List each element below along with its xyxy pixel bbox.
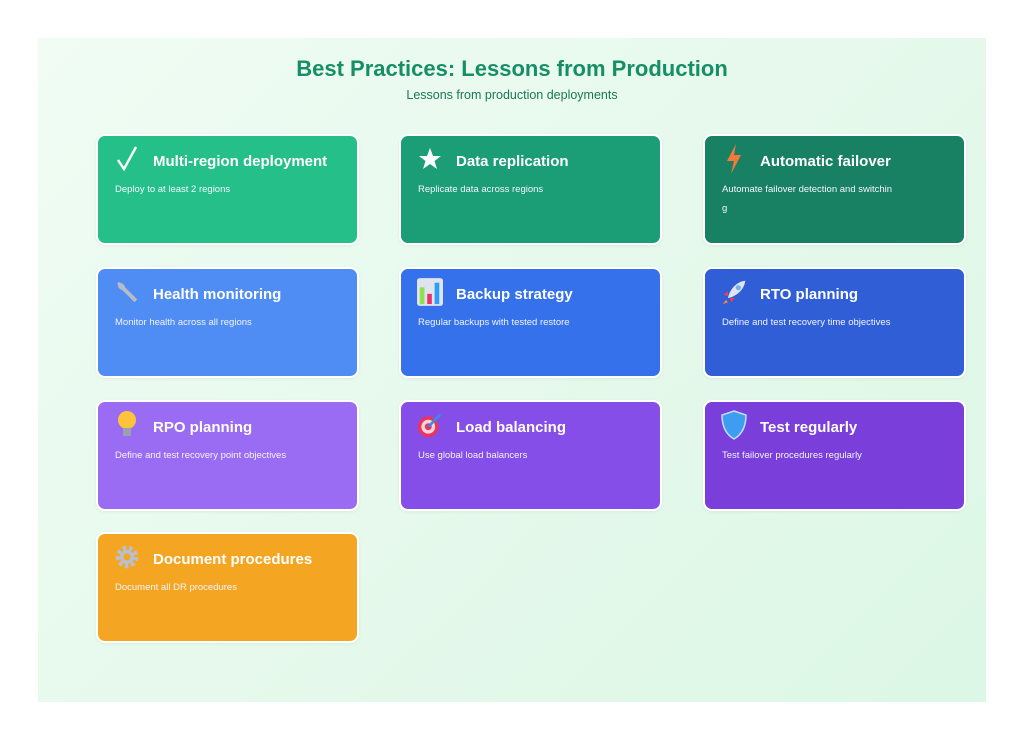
- lightbulb-icon: [114, 410, 140, 440]
- card-description: Replicate data across regions: [418, 184, 544, 195]
- card-description: Define and test recovery point objective…: [115, 450, 287, 461]
- card-description: Monitor health across all regions: [115, 317, 252, 328]
- practice-card: Document procedures Document all DR proce…: [96, 532, 359, 643]
- card-description: Use global load balancers: [418, 450, 528, 461]
- card-title: RTO planning: [760, 286, 859, 303]
- card-title: Health monitoring: [153, 286, 282, 303]
- card-title: Multi-region deployment: [153, 153, 328, 170]
- page-title: Best Practices: Lessons from Production: [296, 56, 728, 81]
- card-title: Document procedures: [153, 551, 313, 568]
- card-description: Deploy to at least 2 regions: [115, 184, 231, 195]
- practice-card: Automatic failover Automate failover dete…: [703, 134, 966, 245]
- card-description: Regular backups with tested restore: [418, 317, 570, 328]
- practice-card: RPO planning Define and test recovery poi…: [96, 400, 359, 511]
- best-practices-panel: Best Practices: Lessons from Production …: [38, 38, 986, 702]
- practice-card: Backup strategy Regular backups with test…: [399, 267, 662, 378]
- card-description: Automate failover detection and switchin…: [722, 184, 893, 214]
- card-title: Backup strategy: [456, 286, 573, 303]
- practice-card: RTO planning Define and test recovery tim…: [703, 267, 966, 378]
- target-icon: [417, 410, 443, 440]
- practice-card: Load balancing Use global load balancers: [399, 400, 662, 511]
- shield-icon: [721, 410, 747, 440]
- card-description: Define and test recovery time objectives: [722, 317, 891, 328]
- rocket-icon: [721, 277, 747, 307]
- card-description: Document all DR procedures: [115, 582, 237, 593]
- practice-card: Multi-region deployment Deploy to at leas…: [96, 134, 359, 245]
- checkmark-icon: [114, 144, 140, 174]
- lightning-icon: [721, 144, 747, 174]
- card-title: Load balancing: [456, 419, 567, 436]
- bar-chart-icon: [417, 277, 443, 307]
- wrench-icon: [114, 277, 140, 307]
- card-title: Data replication: [456, 153, 569, 170]
- practice-card: Data replication Replicate data across re…: [399, 134, 662, 245]
- card-title: RPO planning: [153, 419, 253, 436]
- card-title: Test regularly: [760, 419, 858, 436]
- gear-icon: [114, 542, 140, 572]
- card-description: Test failover procedures regularly: [722, 450, 862, 461]
- card-title: Automatic failover: [760, 153, 891, 170]
- star-icon: [417, 144, 443, 174]
- practice-card: Health monitoring Monitor health across a…: [96, 267, 359, 378]
- practice-card: Test regularly Test failover procedures r…: [703, 400, 966, 511]
- page-subtitle: Lessons from production deployments: [406, 88, 618, 102]
